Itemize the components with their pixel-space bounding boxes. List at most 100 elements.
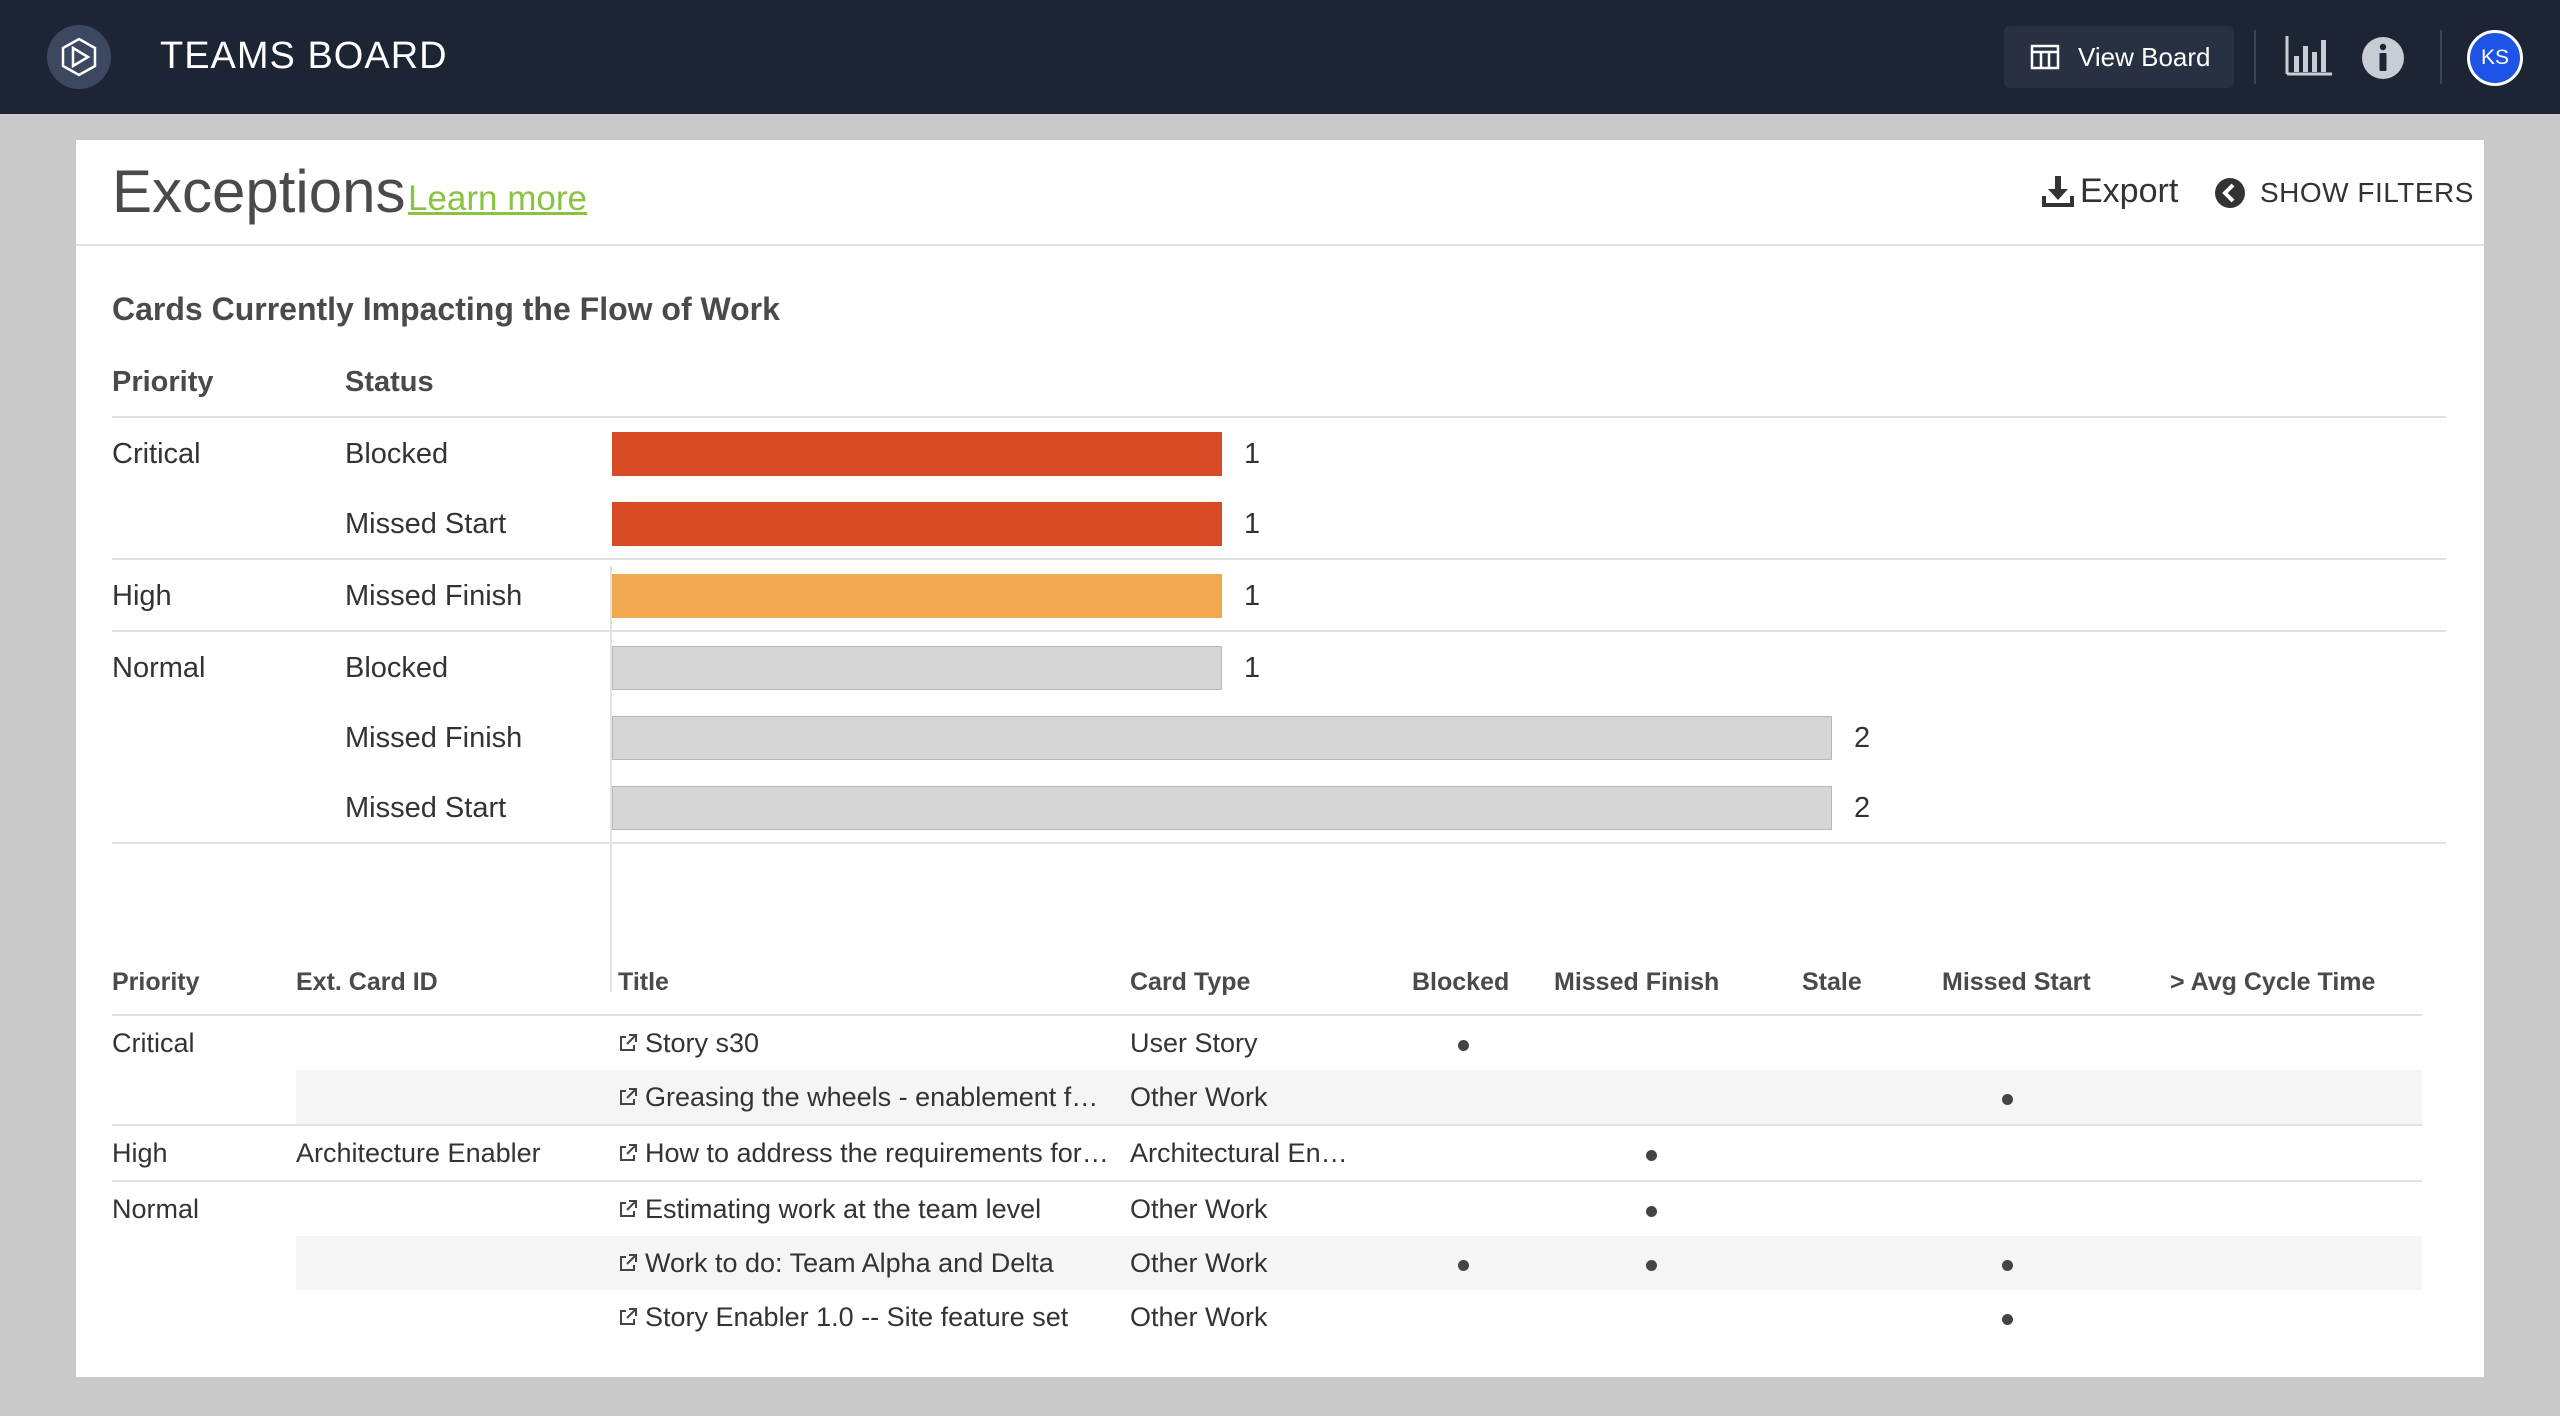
chart-row-divider	[112, 558, 2446, 560]
chart-value-label: 1	[1244, 508, 1261, 540]
exceptions-table: Priority Ext. Card ID Title Card Type Blocke…	[112, 962, 2422, 1382]
row-stripe	[296, 1070, 2422, 1124]
card-title-text: Story Enabler 1.0 -- Site feature set	[645, 1302, 1069, 1332]
chart-bar[interactable]	[612, 646, 1222, 690]
chart-axis-line	[610, 566, 612, 992]
summary-chart: Priority Status Critical Blocked 1 Missed S…	[112, 362, 2446, 992]
card-title-link[interactable]: Story Enabler 1.0 -- Site feature set	[618, 1290, 1118, 1344]
card-title-text: Greasing the wheels - enablement f…	[645, 1082, 1099, 1112]
table-header-avg-cycle-time: > Avg Cycle Time	[2170, 968, 2376, 996]
summary-title: Cards Currently Impacting the Flow of Wo…	[112, 291, 780, 327]
card-title-link[interactable]: Greasing the wheels - enablement f…	[618, 1070, 1118, 1124]
chevron-left-circle-icon	[2215, 178, 2245, 208]
view-board-label: View Board	[2078, 41, 2211, 72]
table-row[interactable]: High Architecture Enabler How to address t…	[112, 1126, 2422, 1180]
chart-row-divider	[112, 630, 2446, 632]
blocked-indicator	[1458, 1040, 1469, 1051]
card-title-link[interactable]: Work to do: Team Alpha and Delta	[618, 1236, 1118, 1290]
card-type-cell: User Story	[1130, 1028, 1258, 1058]
card-type-cell: Other Work	[1130, 1082, 1268, 1112]
show-filters-button[interactable]: SHOW FILTERS	[2214, 170, 2474, 216]
missed-start-indicator	[2002, 1314, 2013, 1325]
missed-finish-indicator	[1646, 1206, 1657, 1217]
table-header-title: Title	[618, 968, 669, 996]
chart-value-label: 2	[1854, 722, 1871, 754]
chart-value-label: 1	[1244, 652, 1261, 684]
table-header-missed-start: Missed Start	[1942, 968, 2091, 996]
priority-cell: Normal	[112, 1194, 200, 1224]
chart-header-status: Status	[345, 366, 434, 398]
user-avatar[interactable]: KS	[2467, 30, 2523, 86]
table-row[interactable]: Critical Story s30 User Story	[112, 1016, 2422, 1070]
panel-header: Exceptions Learn more Export SHOW FILTER…	[76, 140, 2484, 246]
ext-card-id-cell: Architecture Enabler	[296, 1138, 541, 1168]
external-link-icon	[620, 1144, 637, 1161]
card-type-cell: Architectural En…	[1130, 1138, 1348, 1168]
chart-row: High Missed Finish 1	[112, 574, 2446, 618]
external-link-icon	[620, 1034, 637, 1051]
table-row[interactable]: Story Enabler 1.0 -- Site feature set Oth…	[112, 1290, 2422, 1344]
exceptions-panel: Exceptions Learn more Export SHOW FILTER…	[76, 140, 2484, 1377]
chart-bar[interactable]	[612, 786, 1832, 830]
export-label: Export	[2080, 172, 2179, 210]
chart-bar[interactable]	[612, 502, 1222, 546]
external-link-icon	[620, 1200, 637, 1217]
view-board-button[interactable]: View Board	[2004, 26, 2234, 88]
card-title-link[interactable]: Estimating work at the team level	[618, 1182, 1118, 1236]
export-button[interactable]: Export	[2042, 168, 2178, 214]
chart-status-label: Missed Start	[345, 792, 507, 824]
chart-status-label: Missed Finish	[345, 580, 523, 612]
chart-value-label: 1	[1244, 580, 1261, 612]
download-icon	[2042, 176, 2074, 207]
table-header-blocked: Blocked	[1412, 968, 1510, 996]
chart-bar[interactable]	[612, 716, 1832, 760]
card-title-text: Story s30	[645, 1028, 760, 1058]
toolbar-divider	[2440, 30, 2442, 84]
table-header-priority: Priority	[112, 968, 200, 996]
card-type-cell: Other Work	[1130, 1302, 1268, 1332]
chart-header-priority: Priority	[112, 366, 214, 398]
chart-status-label: Missed Finish	[345, 722, 523, 754]
table-header-ext-card-id: Ext. Card ID	[296, 968, 438, 996]
external-link-icon	[620, 1308, 637, 1325]
card-title-link[interactable]: Story s30	[618, 1016, 1118, 1070]
chart-row-divider	[112, 842, 2446, 844]
chart-value-label: 2	[1854, 792, 1871, 824]
table-row-divider	[112, 1014, 2422, 1016]
chart-bar[interactable]	[612, 432, 1222, 476]
chart-priority-label: High	[112, 580, 172, 612]
table-row[interactable]: Greasing the wheels - enablement f… Other…	[112, 1070, 2422, 1124]
chart-icon[interactable]	[2284, 34, 2334, 83]
table-header-stale: Stale	[1802, 968, 1862, 996]
missed-finish-indicator	[1646, 1260, 1657, 1271]
priority-cell: High	[112, 1138, 168, 1168]
external-link-icon	[620, 1088, 637, 1105]
external-link-icon	[620, 1254, 637, 1271]
card-type-cell: Other Work	[1130, 1194, 1268, 1224]
missed-finish-indicator	[1646, 1150, 1657, 1161]
chart-bar[interactable]	[612, 574, 1222, 618]
table-row[interactable]: Work to do: Team Alpha and Delta Other Wo…	[112, 1236, 2422, 1290]
priority-cell: Critical	[112, 1028, 195, 1058]
table-row[interactable]: Normal Estimating work at the team level O…	[112, 1182, 2422, 1236]
info-icon[interactable]	[2360, 35, 2406, 86]
card-title-text: Work to do: Team Alpha and Delta	[645, 1248, 1054, 1278]
chart-status-label: Blocked	[345, 652, 449, 684]
card-title-text: How to address the requirements for…	[645, 1138, 1109, 1168]
chart-row: Missed Finish 2	[112, 716, 2446, 760]
toolbar-divider	[2254, 30, 2256, 84]
table-row-divider	[112, 1180, 2422, 1182]
blocked-indicator	[1458, 1260, 1469, 1271]
card-type-cell: Other Work	[1130, 1248, 1268, 1278]
table-row-divider	[112, 1124, 2422, 1126]
learn-more-link[interactable]: Learn more	[408, 179, 587, 218]
page-title: Exceptions	[112, 158, 406, 225]
chart-row: Missed Start 2	[112, 786, 2446, 830]
card-title-link[interactable]: How to address the requirements for…	[618, 1126, 1118, 1180]
top-bar: TEAMS BOARD View Board	[0, 0, 2560, 114]
chart-priority-label: Critical	[112, 438, 201, 470]
row-stripe	[296, 1236, 2422, 1290]
missed-start-indicator	[2002, 1094, 2013, 1105]
app-logo-icon[interactable]	[47, 25, 111, 89]
board-icon	[2030, 44, 2060, 70]
